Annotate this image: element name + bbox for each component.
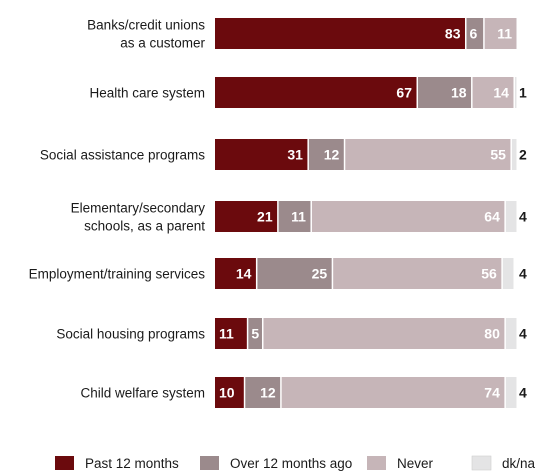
legend-swatch-never (367, 456, 386, 470)
legend-label-over-12-months-ago: Over 12 months ago (230, 456, 352, 471)
bar-segment-dk-na-health-care-system (514, 77, 517, 108)
category-label-elementary-secondary-schools-as-a-parent-line-1: Elementary/secondary (71, 201, 206, 216)
category-label-social-assistance-programs: Social assistance programs (40, 148, 205, 163)
bar-segment-dk-na-child-welfare-system (505, 377, 517, 408)
data-label-dk-na-employment-training-services: 4 (519, 266, 527, 282)
data-label-never-social-assistance-programs: 55 (490, 147, 506, 163)
data-label-over-12-months-ago-banks-credit-unions-as-a-customer: 6 (469, 26, 477, 42)
bar-segment-dk-na-social-assistance-programs (511, 139, 517, 170)
data-label-never-elementary-secondary-schools-as-a-parent: 64 (484, 209, 500, 225)
data-label-dk-na-health-care-system: 1 (519, 85, 527, 101)
data-label-never-child-welfare-system: 74 (484, 385, 500, 401)
bar-segment-past-12-months-elementary-secondary-schools-as-a-parent (215, 201, 278, 232)
data-label-over-12-months-ago-elementary-secondary-schools-as-a-parent: 11 (291, 209, 306, 225)
bar-segment-over-12-months-ago-health-care-system (418, 77, 472, 108)
category-label-banks-credit-unions-as-a-customer-line-2: as a customer (120, 36, 205, 51)
data-label-over-12-months-ago-employment-training-services: 25 (312, 266, 328, 282)
data-label-dk-na-social-assistance-programs: 2 (519, 147, 527, 163)
bar-segment-never-child-welfare-system (281, 377, 505, 408)
data-label-over-12-months-ago-social-housing-programs: 5 (251, 326, 259, 342)
category-label-elementary-secondary-schools-as-a-parent-line-2: schools, as a parent (84, 219, 205, 234)
legend-swatch-over-12-months-ago (200, 456, 219, 470)
data-label-past-12-months-elementary-secondary-schools-as-a-parent: 21 (257, 209, 273, 225)
data-label-never-banks-credit-unions-as-a-customer: 11 (497, 26, 512, 42)
bar-segment-never-banks-credit-unions-as-a-customer (484, 18, 517, 49)
data-label-over-12-months-ago-health-care-system: 18 (451, 85, 467, 101)
bar-segment-past-12-months-social-housing-programs (215, 318, 247, 349)
bar-segment-over-12-months-ago-social-housing-programs (248, 318, 262, 349)
bar-segment-past-12-months-child-welfare-system (215, 377, 244, 408)
bar-segment-over-12-months-ago-employment-training-services (257, 258, 332, 289)
legend-label-past-12-months: Past 12 months (85, 456, 179, 471)
data-label-never-social-housing-programs: 80 (484, 326, 500, 342)
bar-segment-over-12-months-ago-social-assistance-programs (308, 139, 344, 170)
data-label-dk-na-child-welfare-system: 4 (519, 385, 527, 401)
bar-segment-never-social-assistance-programs (345, 139, 511, 170)
bar-segment-over-12-months-ago-child-welfare-system (245, 377, 281, 408)
data-label-dk-na-social-housing-programs: 4 (519, 326, 527, 342)
bar-segment-over-12-months-ago-banks-credit-unions-as-a-customer (466, 18, 484, 49)
data-label-past-12-months-health-care-system: 67 (396, 85, 412, 101)
data-label-past-12-months-child-welfare-system: 10 (219, 385, 235, 401)
data-label-over-12-months-ago-child-welfare-system: 12 (260, 385, 276, 401)
legend-label-dk-na: dk/na (502, 456, 536, 471)
legend-swatch-past-12-months (55, 456, 74, 470)
bar-segment-never-health-care-system (472, 77, 514, 108)
data-label-over-12-months-ago-social-assistance-programs: 12 (324, 147, 340, 163)
bar-segment-dk-na-elementary-secondary-schools-as-a-parent (505, 201, 517, 232)
bar-segment-past-12-months-banks-credit-unions-as-a-customer (215, 18, 465, 49)
bar-segment-dk-na-social-housing-programs (505, 318, 517, 349)
category-label-child-welfare-system: Child welfare system (80, 386, 205, 401)
bar-segment-never-social-housing-programs (263, 318, 505, 349)
data-label-past-12-months-banks-credit-unions-as-a-customer: 83 (445, 26, 461, 42)
data-label-never-employment-training-services: 56 (481, 266, 497, 282)
bar-segment-past-12-months-health-care-system (215, 77, 417, 108)
bar-segment-past-12-months-social-assistance-programs (215, 139, 308, 170)
category-label-health-care-system: Health care system (89, 86, 205, 101)
bar-segment-dk-na-employment-training-services (502, 258, 514, 289)
bar-segment-past-12-months-employment-training-services (215, 258, 256, 289)
bar-segment-never-elementary-secondary-schools-as-a-parent (311, 201, 505, 232)
legend-swatch-dk-na (471, 455, 492, 471)
bar-segment-over-12-months-ago-elementary-secondary-schools-as-a-parent (278, 201, 311, 232)
data-label-past-12-months-social-assistance-programs: 31 (287, 147, 303, 163)
category-label-banks-credit-unions-as-a-customer-line-1: Banks/credit unions (87, 18, 205, 33)
data-label-past-12-months-employment-training-services: 14 (236, 266, 252, 282)
category-label-employment-training-services: Employment/training services (29, 267, 206, 282)
legend-label-never: Never (397, 456, 434, 471)
data-label-never-health-care-system: 14 (493, 85, 509, 101)
category-label-social-housing-programs: Social housing programs (56, 327, 205, 342)
data-label-past-12-months-social-housing-programs: 11 (219, 326, 234, 342)
data-label-dk-na-elementary-secondary-schools-as-a-parent: 4 (519, 209, 527, 225)
bar-segment-never-employment-training-services (333, 258, 502, 289)
